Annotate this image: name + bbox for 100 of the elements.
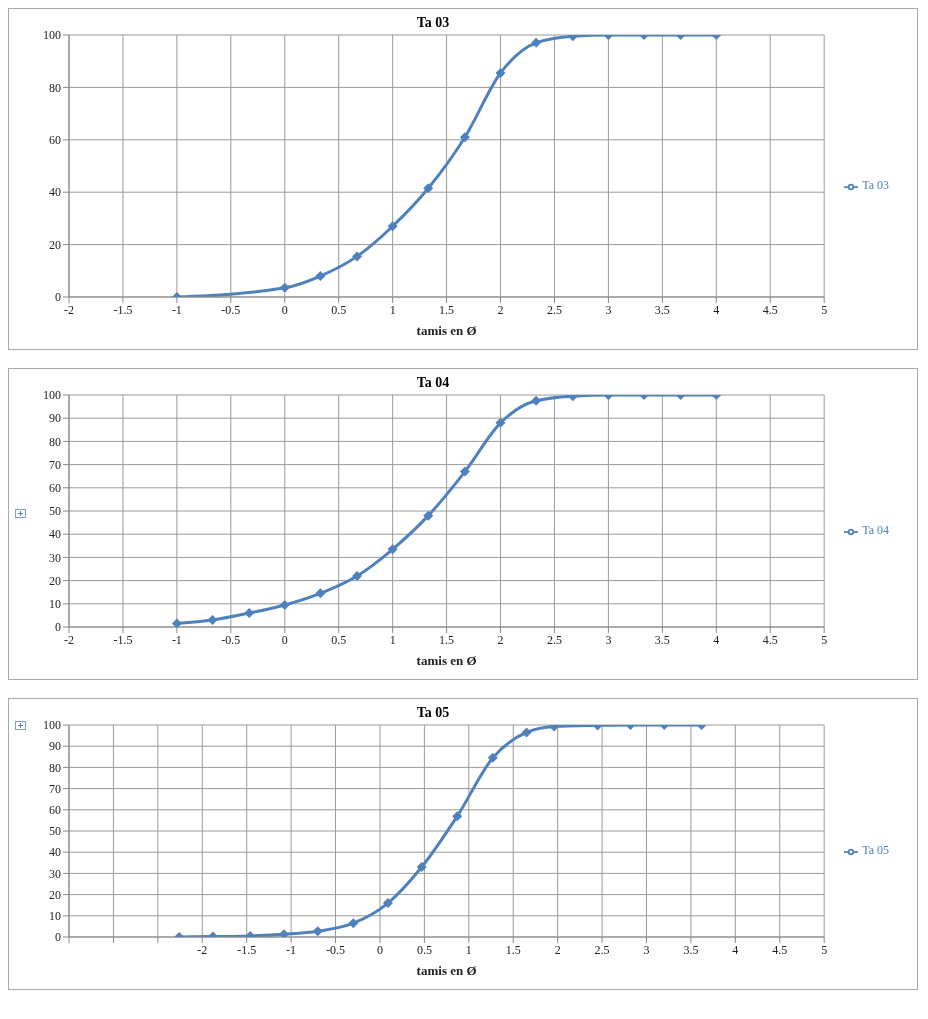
point: [171, 618, 182, 627]
x-tick-label: 2: [497, 632, 504, 647]
x-axis-title: tamis en Ø: [416, 323, 477, 338]
x-tick-label: 3: [605, 302, 612, 317]
x-tick-label: 0: [376, 942, 383, 957]
point: [459, 466, 470, 477]
x-tick-label: 0.5: [416, 942, 432, 957]
x-tick-label: 0: [281, 302, 288, 317]
x-tick-label: 1.5: [439, 632, 455, 647]
y-tick-label: 80: [49, 760, 61, 775]
chart-title: Ta 05: [416, 705, 450, 720]
y-tick-label: 50: [49, 824, 61, 839]
y-tick-label: 0: [55, 290, 61, 305]
x-tick-label: 0.5: [331, 302, 347, 317]
x-tick-label: 2: [497, 302, 504, 317]
x-tick-label: 3.5: [683, 942, 699, 957]
x-axis-title: tamis en Ø: [416, 653, 477, 668]
x-tick-label: 4.5: [762, 632, 778, 647]
y-tick-label: 30: [49, 550, 61, 565]
point: [352, 251, 363, 262]
x-tick-label: 3: [643, 942, 650, 957]
x-tick-label: 1.5: [439, 302, 455, 317]
x-tick-label: 0.5: [331, 632, 347, 647]
point: [387, 544, 398, 555]
x-tick-label: -1.5: [237, 942, 257, 957]
x-tick-label: 3.5: [654, 302, 670, 317]
y-tick-label: 20: [49, 573, 61, 588]
y-tick-label: 40: [49, 185, 61, 200]
y-tick-label: 0: [55, 930, 61, 945]
y-tick-label: 90: [49, 411, 61, 426]
x-tick-label: 1: [465, 942, 472, 957]
x-tick-label: 5: [821, 302, 828, 317]
y-tick-label: 60: [49, 803, 61, 818]
x-tick-label: 0: [281, 632, 288, 647]
y-tick-label: 70: [49, 457, 61, 472]
x-tick-label: -0.5: [326, 942, 346, 957]
point: [279, 282, 290, 293]
y-tick-label: 10: [49, 909, 61, 924]
y-tick-label: 90: [49, 739, 61, 754]
x-tick-label: 5: [821, 632, 828, 647]
y-tick-label: 70: [49, 781, 61, 796]
x-tick-label: 2: [554, 942, 561, 957]
y-tick-label: 100: [43, 388, 61, 403]
x-axis-title: tamis en Ø: [416, 963, 477, 978]
point: [352, 570, 363, 581]
x-tick-label: -0.5: [221, 302, 241, 317]
y-tick-label: 60: [49, 133, 61, 148]
x-tick-label: 2.5: [594, 942, 610, 957]
x-tick-label: -2: [64, 302, 74, 317]
point: [348, 918, 359, 929]
x-tick-label: 2.5: [546, 302, 562, 317]
y-tick-label: 40: [49, 845, 61, 860]
x-tick-label: -2: [64, 632, 74, 647]
point: [207, 615, 218, 626]
point: [315, 271, 326, 282]
x-tick-label: 4: [713, 632, 720, 647]
x-tick-label: -1: [171, 632, 182, 647]
chart-title: Ta 03: [416, 15, 450, 30]
x-tick-label: 2.5: [546, 632, 562, 647]
point: [423, 183, 434, 194]
x-tick-label: 5: [821, 942, 828, 957]
chart-title: Ta 04: [416, 375, 450, 390]
point: [452, 811, 463, 822]
x-tick-label: -2: [197, 942, 208, 957]
x-tick-label: 4.5: [772, 942, 788, 957]
x-tick-label: 3.5: [654, 632, 670, 647]
x-tick-label: 1.5: [505, 942, 521, 957]
y-tick-label: 40: [49, 527, 61, 542]
y-tick-label: 50: [49, 504, 61, 519]
point: [312, 926, 323, 937]
x-tick-label: 3: [605, 632, 612, 647]
point: [387, 221, 398, 232]
y-tick-label: 100: [43, 718, 61, 733]
point: [382, 898, 393, 909]
point: [315, 588, 326, 599]
y-tick-label: 80: [49, 80, 61, 95]
x-tick-label: -1.5: [113, 302, 133, 317]
y-tick-label: 100: [43, 28, 61, 43]
x-tick-label: -1: [286, 942, 297, 957]
x-tick-label: 1: [389, 632, 396, 647]
y-tick-label: 20: [49, 887, 61, 902]
x-tick-label: -1.5: [113, 632, 133, 647]
y-tick-label: 30: [49, 866, 61, 881]
legend-label: Ta 03: [862, 178, 889, 193]
point: [416, 862, 427, 873]
y-tick-label: 0: [55, 620, 61, 635]
x-tick-label: 1: [389, 302, 396, 317]
point: [279, 929, 289, 937]
x-tick-label: 4: [713, 302, 720, 317]
x-tick-label: -1: [171, 302, 182, 317]
x-tick-label: 4.5: [762, 302, 778, 317]
legend-label: Ta 05: [862, 843, 889, 858]
y-tick-label: 60: [49, 481, 61, 496]
point: [423, 510, 434, 521]
point: [279, 599, 290, 610]
y-tick-label: 10: [49, 597, 61, 612]
x-tick-label: 4: [732, 942, 739, 957]
y-tick-label: 20: [49, 237, 61, 252]
point: [244, 608, 255, 619]
legend-label: Ta 04: [862, 523, 889, 538]
